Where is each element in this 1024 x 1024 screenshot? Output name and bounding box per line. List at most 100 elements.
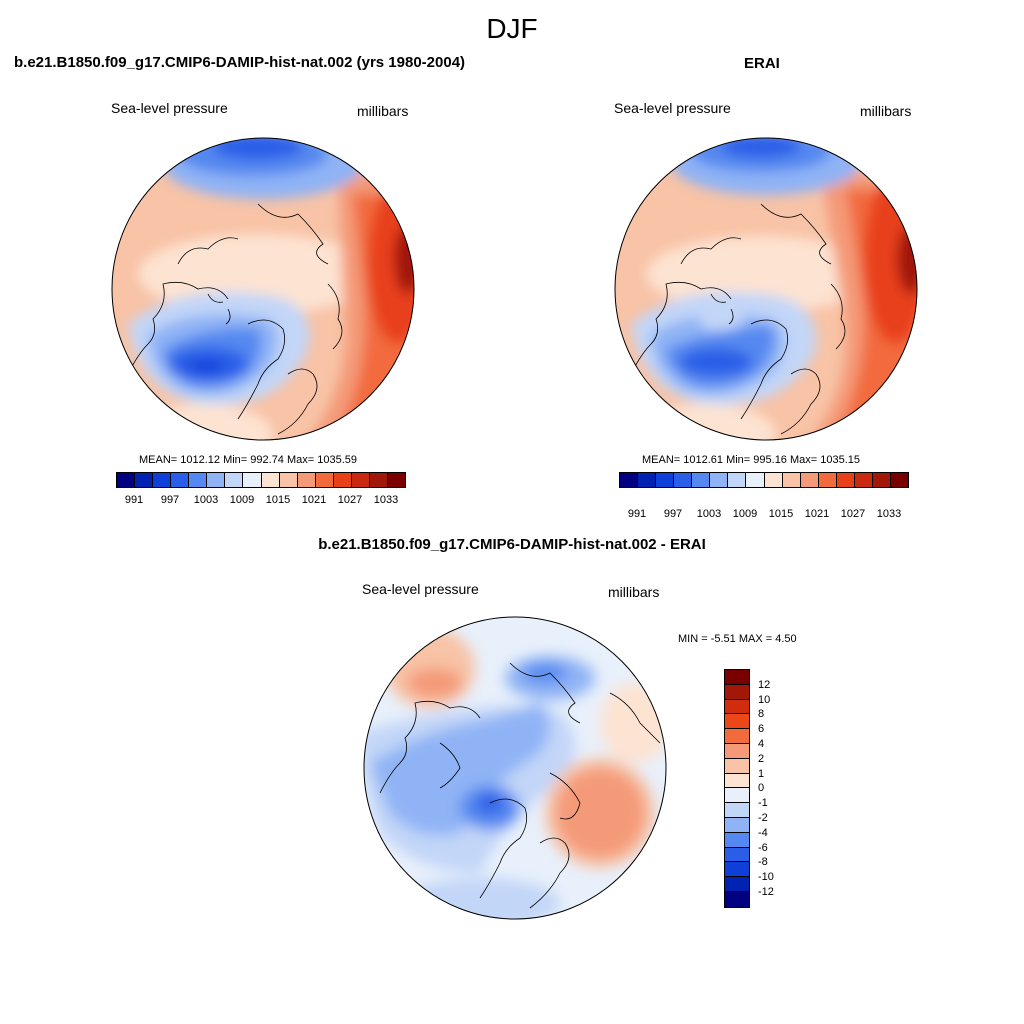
colorbar-tick-label: 1021 [301,494,327,506]
model-variable-label: Sea-level pressure [111,100,228,116]
model-slp-map [111,137,415,441]
colorbar-swatch [279,473,298,487]
colorbar-tick-label: 1027 [337,494,363,506]
model-panel-title: b.e21.B1850.f09_g17.CMIP6-DAMIP-hist-nat… [14,54,466,71]
obs-slp-map [614,137,918,441]
colorbar-swatch [674,473,693,487]
colorbar-tick-label: 1009 [229,494,255,506]
colorbar-tick-label: 997 [160,494,180,506]
diff-units-label: millibars [608,584,660,600]
colorbar-tick-label: 1003 [696,508,722,520]
model-units-label: millibars [357,103,409,119]
colorbar-swatch [135,473,154,487]
colorbar-swatch [189,473,208,487]
colorbar-swatch [243,473,262,487]
colorbar-tick-label: 1015 [768,508,794,520]
colorbar-swatch [725,832,749,848]
colorbar-tick-label: 1 [758,767,765,780]
colorbar-swatch [171,473,190,487]
colorbar-swatch [725,862,749,878]
colorbar-swatch [297,473,316,487]
colorbar-swatch [725,803,749,818]
model-stats: MEAN= 1012.12 Min= 992.74 Max= 1035.59 [139,454,358,466]
colorbar-tick-label: 1021 [804,508,830,520]
colorbar-swatch [315,473,334,487]
colorbar-tick-label: 6 [758,723,765,736]
colorbar-swatch [369,473,388,487]
diff-slp-map [363,616,667,920]
colorbar-swatch [153,473,172,487]
colorbar-tick-label: -8 [758,856,768,869]
colorbar-swatch [725,714,749,730]
diff-variable-label: Sea-level pressure [362,581,479,597]
colorbar-swatch [890,473,908,487]
colorbar-swatch [261,473,280,487]
obs-units-label: millibars [860,103,912,119]
colorbar-swatch [725,847,749,863]
colorbar-tick-label: 1009 [732,508,758,520]
colorbar-tick-label: 2 [758,752,765,765]
colorbar-swatch [725,743,749,759]
colorbar-swatch [620,473,639,487]
obs-colorbar [619,472,909,488]
colorbar-swatch [387,473,405,487]
colorbar-swatch [854,473,873,487]
colorbar-tick-label: 8 [758,708,765,721]
model-colorbar [116,472,406,488]
obs-panel-title: ERAI [744,55,780,72]
colorbar-swatch [207,473,226,487]
colorbar-swatch [782,473,801,487]
colorbar-swatch [725,817,749,833]
colorbar-tick-label: 997 [663,508,683,520]
colorbar-tick-label: 4 [758,738,765,750]
colorbar-swatch [728,473,747,487]
colorbar-swatch [725,891,749,907]
colorbar-tick-label: 991 [627,508,647,520]
colorbar-swatch [836,473,855,487]
colorbar-swatch [872,473,891,487]
colorbar-swatch [725,758,749,774]
colorbar-swatch [710,473,729,487]
colorbar-tick-label: 1027 [840,508,866,520]
colorbar-swatch [656,473,675,487]
colorbar-tick-label: -10 [758,871,774,884]
colorbar-tick-label: -12 [758,886,774,898]
colorbar-tick-label: -6 [758,841,768,854]
obs-colorbar-labels: 991 997 1003 1009 1015 1021 1027 1033 [619,508,907,522]
colorbar-swatch [725,699,749,715]
colorbar-tick-label: 0 [758,782,765,795]
colorbar-swatch [764,473,783,487]
colorbar-swatch [725,773,749,789]
colorbar-swatch [117,473,136,487]
colorbar-swatch [725,788,749,804]
colorbar-swatch [638,473,657,487]
colorbar-swatch [351,473,370,487]
colorbar-swatch [692,473,711,487]
colorbar-tick-label: -1 [758,797,768,810]
colorbar-swatch [725,729,749,744]
diff-stats: MIN = -5.51 MAX = 4.50 [678,633,797,645]
obs-variable-label: Sea-level pressure [614,100,731,116]
colorbar-swatch [746,473,765,487]
colorbar-swatch [725,684,749,700]
colorbar-tick-label: -4 [758,826,768,839]
colorbar-swatch [725,877,749,892]
obs-stats: MEAN= 1012.61 Min= 995.16 Max= 1035.15 [642,454,861,466]
colorbar-swatch [725,670,749,685]
colorbar-swatch [333,473,352,487]
colorbar-tick-label: 1033 [373,494,399,506]
colorbar-tick-label: -2 [758,812,768,824]
colorbar-tick-label: 10 [758,693,771,706]
colorbar-swatch [818,473,837,487]
colorbar-tick-label: 12 [758,678,771,691]
diff-panel-title: b.e21.B1850.f09_g17.CMIP6-DAMIP-hist-nat… [318,536,706,553]
model-colorbar-labels: 991 997 1003 1009 1015 1021 1027 1033 [116,494,404,508]
figure-title: DJF [486,13,538,44]
diff-colorbar [724,669,750,908]
diff-colorbar-labels: 12 10 8 6 4 2 1 0 -1 -2 -4 -6 -8 -10 -12 [758,669,788,908]
colorbar-swatch [225,473,244,487]
colorbar-tick-label: 1033 [876,508,902,520]
colorbar-swatch [800,473,819,487]
colorbar-tick-label: 1003 [193,494,219,506]
colorbar-tick-label: 1015 [265,494,291,506]
